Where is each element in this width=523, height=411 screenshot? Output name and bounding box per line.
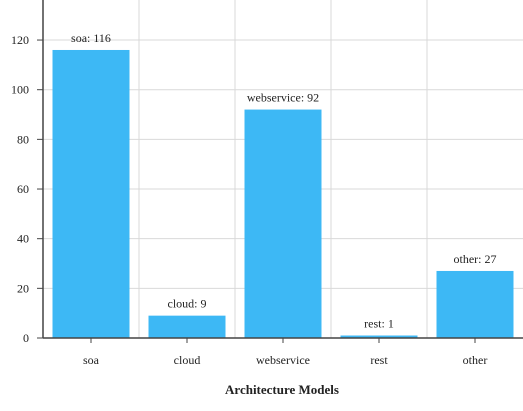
data-label-cloud: cloud: 9 bbox=[168, 297, 207, 311]
data-label-soa: soa: 116 bbox=[71, 31, 111, 45]
bar-webservice[interactable] bbox=[244, 109, 322, 339]
x-axis-title: Architecture Models bbox=[225, 382, 339, 397]
axes: 0 20 40 60 80 100 120 soa cloud webservice rest oth… bbox=[11, 0, 523, 367]
y-tick-label: 0 bbox=[23, 331, 29, 345]
data-labels: soa: 116 cloud: 9 webservice: 92 rest: 1 oth… bbox=[71, 31, 496, 331]
y-tick-label: 60 bbox=[17, 182, 29, 196]
bar-cloud[interactable] bbox=[148, 315, 226, 338]
bar-other[interactable] bbox=[436, 270, 514, 338]
bar-rest[interactable] bbox=[340, 335, 418, 338]
y-tick-label: 100 bbox=[11, 83, 29, 97]
x-tick-label: cloud bbox=[174, 353, 201, 367]
y-tick-label: 20 bbox=[17, 281, 29, 295]
y-tick-label: 40 bbox=[17, 232, 29, 246]
x-tick-label: webservice bbox=[256, 353, 310, 367]
bars bbox=[52, 49, 514, 339]
data-label-other: other: 27 bbox=[454, 252, 497, 266]
y-tick-label: 120 bbox=[11, 33, 29, 47]
y-tick-label: 80 bbox=[17, 132, 29, 146]
x-tick-label: rest bbox=[370, 353, 388, 367]
bar-soa[interactable] bbox=[52, 49, 130, 339]
data-label-rest: rest: 1 bbox=[364, 317, 394, 331]
x-tick-label: other bbox=[463, 353, 488, 367]
x-tick-label: soa bbox=[83, 353, 100, 367]
data-label-webservice: webservice: 92 bbox=[247, 91, 319, 105]
